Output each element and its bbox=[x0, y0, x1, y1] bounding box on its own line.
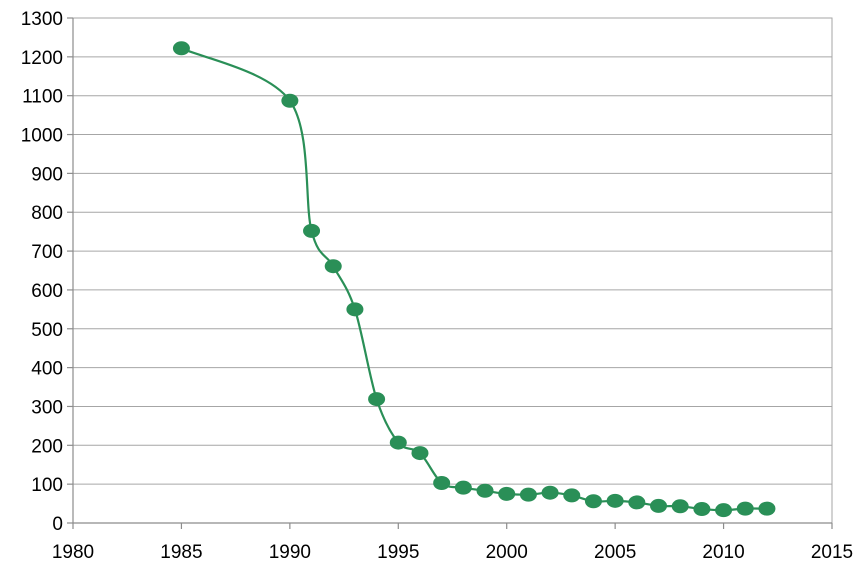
x-tick-label: 2000 bbox=[486, 542, 528, 563]
data-point-2001 bbox=[519, 487, 537, 502]
data-point-1994 bbox=[368, 392, 386, 407]
data-point-2005 bbox=[606, 493, 624, 508]
axis-layer bbox=[67, 17, 833, 529]
data-point-2006 bbox=[628, 495, 646, 510]
x-tick-label: 2015 bbox=[811, 542, 853, 563]
y-tick-label: 500 bbox=[31, 320, 63, 341]
x-tick-label: 1980 bbox=[52, 542, 94, 563]
data-point-1992 bbox=[324, 259, 342, 274]
data-point-1998 bbox=[454, 480, 472, 495]
series-layer bbox=[172, 41, 776, 518]
data-point-2009 bbox=[693, 502, 711, 517]
data-point-1985 bbox=[172, 41, 190, 56]
y-tick-label: 1300 bbox=[21, 9, 63, 30]
data-point-2003 bbox=[563, 488, 581, 503]
y-tick-label: 1100 bbox=[22, 87, 63, 108]
y-tick-label: 1200 bbox=[21, 48, 63, 69]
y-tick-label: 600 bbox=[31, 281, 63, 302]
data-point-2007 bbox=[650, 498, 668, 513]
x-tick-label: 1995 bbox=[377, 542, 419, 563]
data-point-1997 bbox=[433, 475, 451, 490]
y-tick-label: 100 bbox=[31, 475, 63, 496]
data-point-2004 bbox=[584, 494, 602, 509]
data-point-2002 bbox=[541, 485, 559, 500]
data-point-2011 bbox=[736, 501, 754, 516]
x-tick-label: 1985 bbox=[160, 542, 202, 563]
x-tick-label: 1990 bbox=[269, 542, 311, 563]
y-tick-label: 800 bbox=[31, 203, 63, 224]
data-point-2000 bbox=[498, 486, 516, 501]
data-point-1990 bbox=[281, 93, 299, 108]
y-axis-tick-labels: 0 100 200 300 400 500 600 700 800 900 1000 1100 1200… bbox=[21, 9, 63, 535]
y-tick-label: 900 bbox=[31, 164, 63, 185]
data-point-1995 bbox=[389, 435, 407, 450]
y-tick-label: 200 bbox=[31, 436, 63, 457]
x-tick-label: 2010 bbox=[702, 542, 744, 563]
y-tick-label: 1000 bbox=[21, 126, 63, 147]
data-point-1996 bbox=[411, 446, 429, 461]
x-tick-label: 2005 bbox=[594, 542, 636, 563]
series-line bbox=[180, 47, 767, 512]
data-point-1993 bbox=[346, 302, 364, 317]
data-point-2012 bbox=[758, 501, 776, 516]
y-tick-label: 700 bbox=[31, 242, 63, 263]
y-tick-label: 400 bbox=[31, 359, 63, 380]
plot-area-border bbox=[72, 17, 833, 524]
grid-layer bbox=[73, 17, 832, 485]
y-tick-label: 0 bbox=[52, 514, 63, 535]
data-point-1991 bbox=[303, 223, 321, 238]
y-tick-label: 300 bbox=[31, 397, 63, 418]
data-point-1999 bbox=[476, 483, 494, 498]
data-point-2010 bbox=[715, 503, 733, 518]
data-point-2008 bbox=[671, 499, 689, 514]
x-axis-tick-labels: 1980 1985 1990 1995 2000 2005 2010 2015 bbox=[52, 542, 853, 563]
